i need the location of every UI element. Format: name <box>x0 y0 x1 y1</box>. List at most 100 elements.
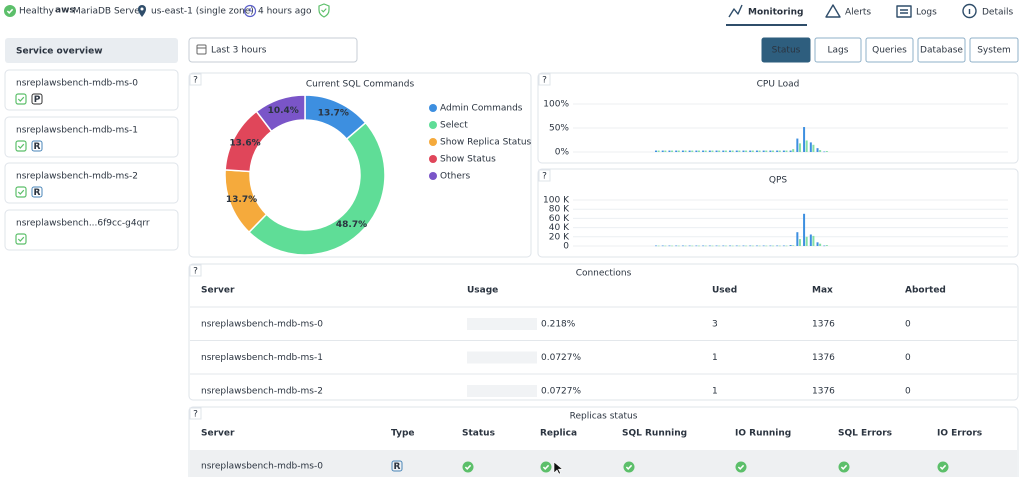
bar <box>664 245 667 247</box>
panel-title: Connections <box>576 269 632 279</box>
slice-label: 48.7% <box>336 220 367 230</box>
service-card[interactable] <box>4 69 179 111</box>
bar <box>738 245 741 247</box>
shield-icon <box>318 3 330 18</box>
bar <box>745 150 748 152</box>
bar <box>724 245 727 247</box>
donut-slice <box>255 94 306 133</box>
bar <box>677 150 680 152</box>
help-box[interactable] <box>189 264 202 277</box>
help-icon[interactable]: ? <box>193 76 198 86</box>
panel <box>537 72 1019 164</box>
bar <box>729 150 732 152</box>
check-mark <box>542 464 550 470</box>
view-button-label[interactable]: Database <box>920 46 963 56</box>
view-button-label[interactable]: Queries <box>872 46 907 56</box>
cell: 1376 <box>812 387 835 397</box>
service-name[interactable]: nsreplawsbench-mdb-ms-2 <box>16 172 138 182</box>
panel-title: Current SQL Commands <box>306 80 415 90</box>
legend-label: Others <box>440 172 471 182</box>
bar <box>776 245 779 247</box>
bar <box>671 245 674 247</box>
check-mark <box>464 464 472 470</box>
bar <box>668 245 671 247</box>
health-icon <box>15 233 27 245</box>
bar <box>765 150 768 152</box>
bar <box>688 245 691 247</box>
legend-marker <box>429 121 437 129</box>
bar <box>657 150 660 152</box>
bar <box>664 150 667 152</box>
bar <box>816 242 819 246</box>
help-box[interactable] <box>538 169 551 182</box>
service-name[interactable]: nsreplawsbench-mdb-ms-0 <box>16 79 138 89</box>
bar <box>819 243 822 246</box>
column-header: IO Running <box>735 429 791 439</box>
bar <box>715 150 718 152</box>
health-icon <box>15 186 27 198</box>
view-button-label[interactable]: Status <box>772 46 801 56</box>
role-badge <box>31 93 43 105</box>
bar <box>729 245 732 247</box>
help-icon[interactable]: ? <box>193 267 198 277</box>
bar <box>702 245 705 247</box>
help-box[interactable] <box>538 73 551 86</box>
view-button[interactable] <box>917 37 966 63</box>
bar <box>782 150 785 152</box>
y-tick-label: 60 K <box>549 214 570 224</box>
service-card[interactable] <box>4 162 179 204</box>
tab[interactable]: Details <box>982 8 1014 18</box>
service-card[interactable] <box>4 209 179 251</box>
bar <box>823 151 826 153</box>
tab[interactable]: Logs <box>916 8 937 18</box>
bar <box>792 245 795 246</box>
bar <box>718 150 721 152</box>
health-icon <box>15 93 27 105</box>
column-header: SQL Errors <box>838 429 892 439</box>
view-button[interactable] <box>969 37 1019 63</box>
help-icon[interactable]: ? <box>542 172 547 182</box>
help-icon[interactable]: ? <box>193 410 198 420</box>
column-header: Status <box>462 429 495 439</box>
bar <box>724 150 727 152</box>
role-badge <box>31 186 43 198</box>
view-button-label[interactable]: Lags <box>828 46 849 56</box>
help-box[interactable] <box>189 407 202 420</box>
view-button[interactable] <box>814 37 862 63</box>
view-button-label[interactable]: System <box>977 46 1011 56</box>
clock-icon <box>243 4 257 18</box>
time-range-picker[interactable] <box>188 37 358 63</box>
tab[interactable]: Monitoring <box>748 8 804 18</box>
role-badge <box>31 140 43 152</box>
view-button[interactable] <box>865 37 914 63</box>
legend-label: Show Status <box>440 155 496 165</box>
cell: 1376 <box>812 353 835 363</box>
bar <box>735 150 738 152</box>
cell: 1376 <box>812 320 835 330</box>
tab[interactable]: Alerts <box>845 8 871 18</box>
tab-icon <box>728 4 743 18</box>
service-name[interactable]: nsreplawsbench-mdb-ms-1 <box>16 126 138 136</box>
usage-bar-track <box>467 318 537 330</box>
check-mark <box>737 464 745 470</box>
bar <box>803 127 806 152</box>
type-letter: R <box>394 462 401 472</box>
bar <box>762 245 765 247</box>
bar <box>812 144 815 152</box>
help-icon[interactable]: ? <box>542 76 547 86</box>
region-text: us-east-1 (single zone) <box>151 7 254 17</box>
bar <box>751 245 754 247</box>
sidebar-title-box <box>5 38 178 63</box>
view-button[interactable] <box>761 37 811 63</box>
cell: nsreplawsbench-mdb-ms-2 <box>201 387 323 397</box>
cell: 3 <box>712 320 718 330</box>
selected-row[interactable] <box>190 450 1017 477</box>
cell: 1 <box>712 353 718 363</box>
usage-bar-track <box>467 351 537 364</box>
service-name[interactable]: nsreplawsbench...6f9cc-g4qrr <box>16 219 150 229</box>
bar <box>792 149 795 152</box>
bar <box>789 245 792 246</box>
help-box[interactable] <box>189 73 202 86</box>
service-card[interactable] <box>4 116 179 158</box>
